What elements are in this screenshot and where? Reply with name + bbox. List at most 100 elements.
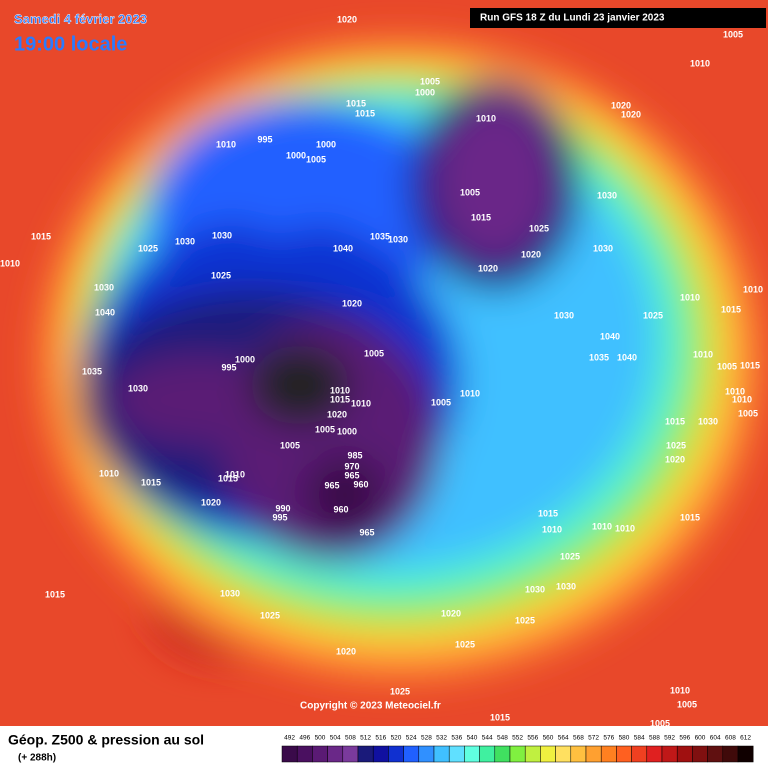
isobar-label: 1015 [31,231,51,241]
isobar-label: 1010 [330,385,350,395]
isobar-label: 1020 [441,608,461,618]
isobar-label: 1005 [677,699,697,709]
isobar-label: 1030 [388,234,408,244]
scale-label: 564 [558,735,569,742]
isobar-label: 1010 [680,292,700,302]
isobar-label: 1005 [650,718,670,728]
scale-swatch [646,745,663,763]
isobar-label: 1020 [611,100,631,110]
isobar-label: 1005 [315,424,335,434]
scale-label: 568 [573,735,584,742]
isobar-label: 1010 [99,468,119,478]
isobar-label: 1015 [471,212,491,222]
scale-swatch [616,745,632,763]
scale-swatch [692,745,708,763]
isobar-label: 1000 [415,87,435,97]
scale-label: 608 [725,735,736,742]
isobar-label: 960 [353,479,368,489]
scale-swatch [433,745,450,763]
isobar-label: 1000 [337,426,357,436]
scale-swatch [570,745,587,763]
isobar-label: 1010 [670,685,690,695]
isobar-label: 1030 [212,230,232,240]
scale-swatch [722,745,739,763]
scale-swatch [540,745,556,763]
isobar-label: 1030 [525,584,545,594]
scale-label: 496 [299,735,310,742]
legend-title: Géop. Z500 & pression au sol [8,732,204,748]
scale-swatch [661,745,678,763]
isobar-label: 1015 [665,416,685,426]
scale-label: 532 [436,735,447,742]
isobar-label: 1015 [346,98,366,108]
scale-label: 508 [345,735,356,742]
isobar-label: 1025 [515,615,535,625]
scale-label: 588 [649,735,660,742]
z500-field [40,40,760,680]
scale-label: 612 [740,735,751,742]
map-time: 19:00 locale [14,33,127,55]
scale-label: 592 [664,735,675,742]
scale-label: 524 [406,735,417,742]
scale-swatch [737,745,754,763]
isobar-label: 1015 [538,508,558,518]
isobar-label: 1020 [621,109,641,119]
scale-label: 596 [679,735,690,742]
isobar-label: 1025 [666,440,686,450]
trough-core [305,455,385,535]
scale-label: 604 [710,735,721,742]
isobar-label: 1030 [597,190,617,200]
isobar-label: 1015 [141,477,161,487]
isobar-label: 1010 [743,284,763,294]
scale-label: 572 [588,735,599,742]
scale-swatch [494,745,511,763]
isobar-label: 1010 [225,469,245,479]
scale-swatch [524,745,541,763]
copyright: Copyright © 2023 Meteociel.fr [300,701,441,712]
scale-swatch [464,745,480,763]
isobar-label: 965 [324,480,339,490]
isobar-label: 985 [347,450,362,460]
isobar-label: 1025 [138,243,158,253]
scale-label: 600 [695,735,706,742]
scale-label: 560 [543,735,554,742]
scale-label: 576 [603,735,614,742]
scale-label: 520 [391,735,402,742]
isobar-label: 1025 [529,223,549,233]
isobar-label: 965 [344,470,359,480]
isobar-label: 1020 [327,409,347,419]
scale-swatch [509,745,526,763]
isobar-label: 1030 [554,310,574,320]
isobar-label: 1025 [643,310,663,320]
isobar-label: 1010 [542,524,562,534]
scale-label: 536 [451,735,462,742]
trough [220,125,340,235]
scale-label: 544 [482,735,493,742]
scale-swatch [631,745,648,763]
isobar-label: 1020 [201,497,221,507]
scale-swatch [676,745,693,763]
scale-label: 504 [330,735,341,742]
isobar-label: 1040 [617,352,637,362]
scale-swatch [707,745,724,763]
scale-swatch [403,745,420,763]
isobar-label: 1035 [82,366,102,376]
isobar-label: 1015 [355,108,375,118]
lead-time: (+ 288h) [18,753,56,764]
isobar-label: 970 [344,461,359,471]
scale-label: 556 [527,735,538,742]
isobar-label: 1010 [690,58,710,68]
isobar-label: 1025 [455,639,475,649]
isobar-label: 1020 [665,454,685,464]
isobar-label: 1010 [351,398,371,408]
scale-swatch [448,745,465,763]
scale-label: 552 [512,735,523,742]
scale-swatch [312,745,328,763]
scale-label: 584 [634,735,645,742]
isobar-label: 1015 [218,473,238,483]
isobar-label: 1005 [364,348,384,358]
isobar-label: 1035 [589,352,609,362]
isobar-label: 1005 [306,154,326,164]
isobar-label: 1005 [723,29,743,39]
scale-label: 512 [360,735,371,742]
